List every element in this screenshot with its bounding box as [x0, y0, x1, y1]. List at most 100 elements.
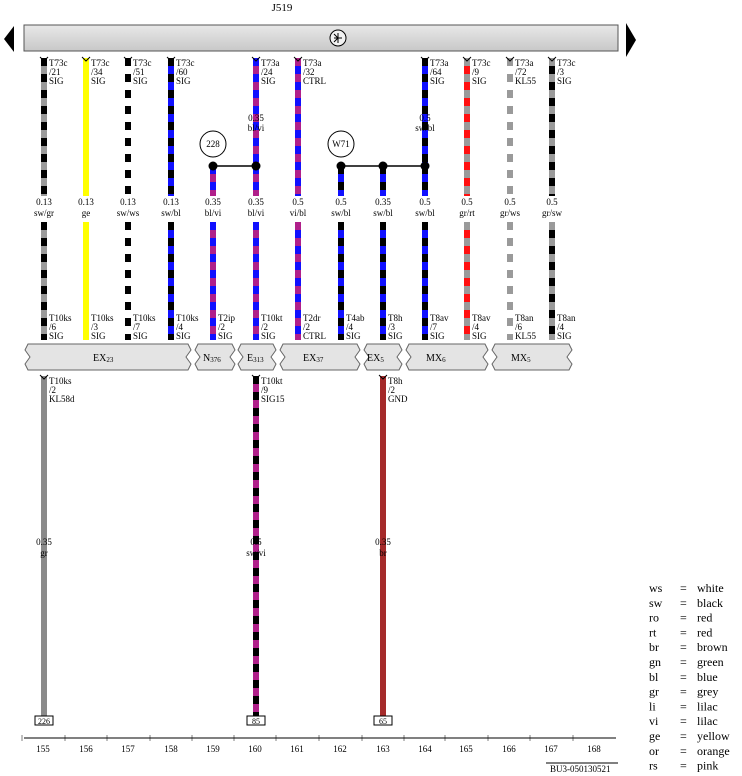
column-number: 156	[79, 744, 93, 754]
mid-section: 0.13	[163, 197, 179, 207]
column-number: 168	[587, 744, 601, 754]
columns-layer: 155 156 157 158 159 160 161 162 163 164 165 166 167 1…	[21, 735, 601, 754]
legend-equals: =	[680, 670, 687, 684]
column-number: 163	[376, 744, 390, 754]
column-number: 159	[206, 744, 220, 754]
column-number: 167	[544, 744, 558, 754]
reference-box[interactable]: 226	[34, 715, 54, 726]
top-pin: /21	[49, 67, 61, 77]
lower-connector: T10ks	[133, 313, 156, 323]
upper-section: 0.5	[419, 113, 431, 123]
module-label: MX5	[511, 353, 531, 364]
top-signal: KL55	[515, 76, 536, 86]
legend-color-name: lilac	[697, 714, 718, 728]
top-pin: /3	[557, 67, 565, 77]
top-signal: CTRL	[303, 76, 326, 86]
top-connector: T73c	[557, 58, 576, 68]
wire-splice-160	[253, 166, 259, 196]
bottom-pin: /9	[261, 385, 269, 395]
reference-box[interactable]: 85	[246, 715, 266, 726]
bottom-pin: /2	[49, 385, 56, 395]
top-pin: /9	[472, 67, 480, 77]
wire-lower-166	[507, 222, 513, 340]
legend-row: li = lilac	[649, 699, 718, 713]
legend-equals: =	[680, 640, 687, 654]
control-unit-title: J519	[272, 2, 293, 14]
top-connector: T73c	[133, 58, 152, 68]
module-mx6: MX6	[405, 343, 489, 371]
lower-signal: SIG	[176, 331, 191, 341]
top-pin: /72	[515, 67, 527, 77]
lower-connector: T8av	[472, 313, 491, 323]
reference-number: 226	[38, 717, 50, 726]
lower-connector: T8h	[388, 313, 403, 323]
mid-section: 0.35	[205, 197, 221, 207]
mid-color-code: sw/bl	[373, 208, 393, 218]
lower-connector: T10ks	[49, 313, 72, 323]
module-label: EX37	[303, 353, 324, 364]
splice-badge	[199, 130, 227, 158]
wires-layer	[41, 58, 555, 716]
lower-pin: /2	[261, 322, 268, 332]
top-pin: /60	[176, 67, 188, 77]
top-connector: T73c	[472, 58, 491, 68]
legend-color-name: yellow	[697, 729, 730, 743]
wire-lower-165	[464, 222, 470, 340]
lower-signal: SIG	[261, 331, 276, 341]
legend-color-name: white	[697, 581, 724, 595]
pin-bottom-155	[39, 374, 49, 380]
module-mx5: MX5	[491, 343, 573, 371]
legend-row: br = brown	[649, 640, 728, 654]
top-signal: SIG	[430, 76, 445, 86]
scroll-left-arrow-icon[interactable]	[4, 26, 14, 52]
bottom-signal: SIG15	[261, 394, 285, 404]
lower-connector: T2ip	[218, 313, 235, 323]
wire-lower-156	[83, 222, 89, 340]
mid-color-code: gr/ws	[500, 208, 520, 218]
wire-top-155	[41, 58, 47, 196]
upper-color-code: sw/bl	[415, 123, 435, 133]
wire-lower-160	[253, 222, 259, 340]
legend-row: ws = white	[649, 581, 724, 595]
bottom-section: 0.35	[375, 537, 391, 547]
reference-number: 85	[252, 717, 260, 726]
column-number: 160	[248, 744, 262, 754]
top-signal: SIG	[557, 76, 572, 86]
legend-row: vi = lilac	[649, 714, 718, 728]
wire-lower-157	[125, 222, 131, 340]
bottom-signal: GND	[388, 394, 408, 404]
module-ex23: EX23	[24, 343, 192, 371]
lower-connector: T10ks	[91, 313, 114, 323]
wire-splice-162	[338, 166, 344, 196]
lower-pin: /6	[515, 322, 523, 332]
scroll-right-arrow-icon[interactable]	[626, 23, 636, 57]
splice-dot	[208, 161, 218, 171]
wire-top-166	[507, 58, 513, 196]
wire-top-156	[83, 58, 89, 196]
legend-code: or	[649, 744, 659, 758]
legend-equals: =	[680, 729, 687, 743]
mid-color-code: gr/rt	[459, 208, 475, 218]
legend-row: sw = black	[649, 596, 723, 610]
bottom-section: 0.5	[250, 537, 262, 547]
module-label: N376	[203, 353, 221, 364]
legend-color-name: black	[697, 596, 723, 610]
column-number: 162	[333, 744, 347, 754]
wire-top-157	[125, 58, 131, 196]
legend-color-name: lilac	[697, 699, 718, 713]
legend-equals: =	[680, 744, 687, 758]
mid-color-code: vi/bl	[290, 208, 307, 218]
module-ex37: EX37	[279, 343, 361, 371]
legend-color-name: blue	[697, 670, 718, 684]
mid-section: 0.5	[335, 197, 347, 207]
bottom-color-code: gr	[40, 548, 48, 558]
legend-equals: =	[680, 685, 687, 699]
reference-box[interactable]: 65	[373, 715, 393, 726]
mid-color-code: sw/bl	[161, 208, 181, 218]
lower-pin: /4	[472, 322, 480, 332]
wire-top-158	[168, 58, 174, 196]
top-signal: SIG	[133, 76, 148, 86]
lower-signal: SIG	[218, 331, 233, 341]
module-label: EX23	[93, 353, 114, 364]
legend-code: bl	[649, 670, 659, 684]
